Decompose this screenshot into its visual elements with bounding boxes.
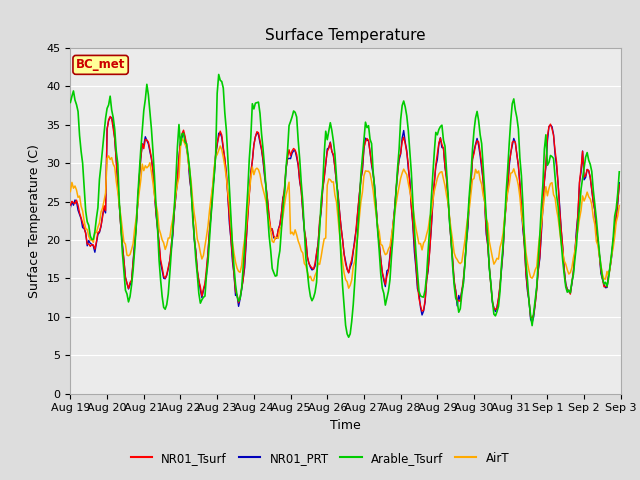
Y-axis label: Surface Temperature (C): Surface Temperature (C) bbox=[28, 144, 41, 298]
Title: Surface Temperature: Surface Temperature bbox=[266, 28, 426, 43]
Text: BC_met: BC_met bbox=[76, 59, 125, 72]
X-axis label: Time: Time bbox=[330, 419, 361, 432]
Legend: NR01_Tsurf, NR01_PRT, Arable_Tsurf, AirT: NR01_Tsurf, NR01_PRT, Arable_Tsurf, AirT bbox=[126, 447, 514, 469]
